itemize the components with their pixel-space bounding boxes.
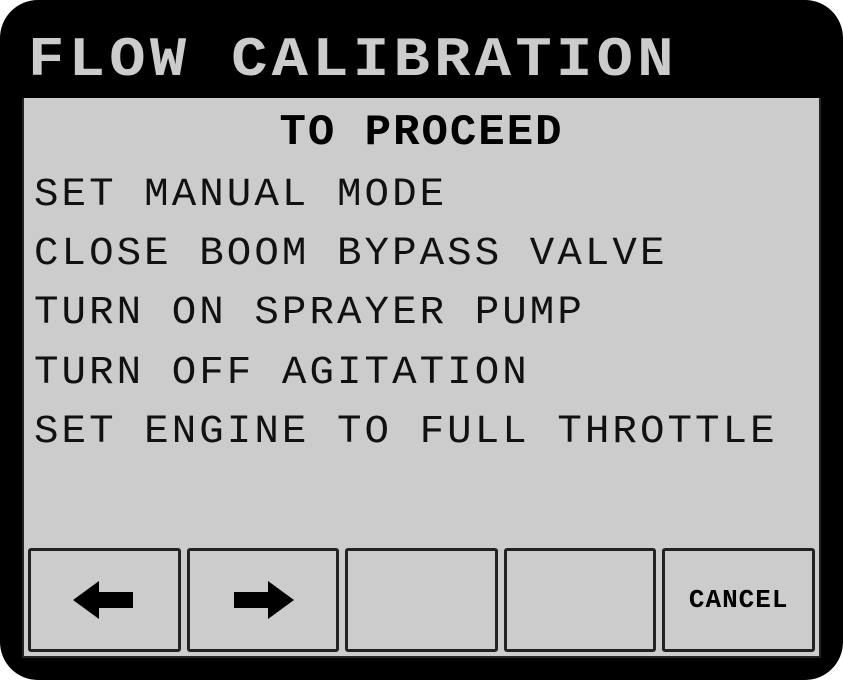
instruction-list: SET MANUAL MODE CLOSE BOOM BYPASS VALVE … [24, 166, 819, 544]
prev-button[interactable] [28, 548, 181, 652]
content-area: TO PROCEED SET MANUAL MODE CLOSE BOOM BY… [22, 98, 821, 658]
instruction-line: SET MANUAL MODE [34, 166, 825, 225]
arrow-left-icon [69, 575, 139, 625]
instruction-line: TURN OFF AGITATION [34, 344, 825, 403]
softkey-row: CANCEL [24, 544, 819, 656]
page-title: FLOW CALIBRATION [28, 28, 678, 92]
title-bar: FLOW CALIBRATION [22, 22, 821, 98]
cancel-button[interactable]: CANCEL [662, 548, 815, 652]
device-frame: FLOW CALIBRATION TO PROCEED SET MANUAL M… [0, 0, 843, 680]
instruction-line: SET ENGINE TO FULL THROTTLE [34, 403, 825, 462]
blank-button-1[interactable] [345, 548, 498, 652]
blank-button-2[interactable] [504, 548, 657, 652]
arrow-right-icon [228, 575, 298, 625]
instruction-line: CLOSE BOOM BYPASS VALVE [34, 225, 825, 284]
proceed-subtitle: TO PROCEED [24, 108, 819, 158]
instruction-line: TURN ON SPRAYER PUMP [34, 284, 825, 343]
next-button[interactable] [187, 548, 340, 652]
